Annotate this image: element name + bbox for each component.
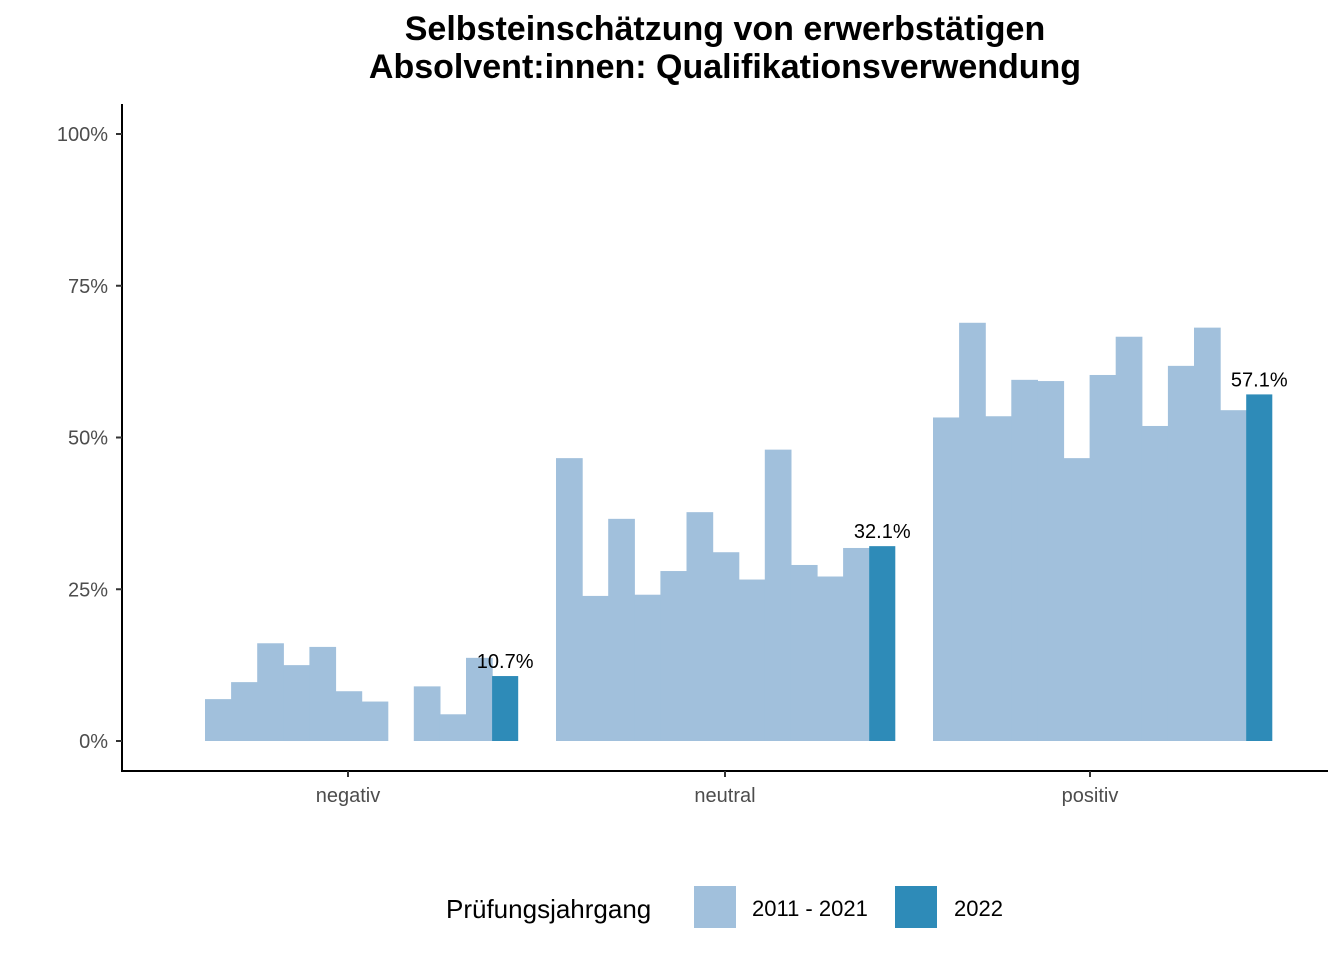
bar-negativ-2011-2021-2 — [231, 682, 258, 741]
bar-neutral-2011-2021-1 — [556, 458, 583, 741]
bar-positiv-2011-2021-10 — [1167, 365, 1195, 741]
bar-positiv-2011-2021-9 — [1141, 425, 1169, 741]
x-tick-label-positiv: positiv — [1062, 785, 1119, 807]
bar-neutral-2011-2021-11 — [817, 576, 844, 741]
bar-negativ-2022 — [492, 676, 519, 741]
y-tick-label-50: 50% — [68, 428, 108, 450]
bar-neutral-2011-2021-7 — [712, 552, 740, 741]
data-label-positiv-2022: 57.1% — [1231, 369, 1288, 391]
bar-positiv-2011-2021-6 — [1063, 458, 1091, 741]
bar-negativ-2011-2021-7 — [361, 701, 389, 741]
legend-label-2022: 2022 — [954, 896, 1003, 921]
bar-positiv-2011-2021-3 — [985, 416, 1012, 741]
bar-neutral-2011-2021-10 — [790, 564, 818, 741]
bar-positiv-2011-2021-7 — [1089, 374, 1117, 741]
bar-positiv-2011-2021-2 — [959, 322, 986, 741]
y-tick-label-0: 0% — [79, 731, 108, 753]
bar-negativ-2011-2021-1 — [205, 699, 232, 741]
bar-positiv-2011-2021-12 — [1220, 410, 1247, 741]
data-label-negativ-2022: 10.7% — [477, 651, 534, 673]
chart-plot: 10.7% 32.1% 57.1% 0% 25% 50% 75% 100% negativ neu… — [57, 104, 1328, 807]
chart-title: Selbsteinschätzung von erwerbstätigen Ab… — [122, 10, 1328, 86]
legend: Prüfungsjahrgang 2011 - 2021 2022 — [0, 886, 1344, 930]
chart-title-line-1: Selbsteinschätzung von erwerbstätigen — [404, 10, 1046, 48]
bar-neutral-2011-2021-4 — [634, 594, 661, 741]
bar-neutral-2011-2021-9 — [764, 449, 792, 741]
bar-positiv-2011-2021-5 — [1037, 381, 1065, 741]
x-tick-label-neutral: neutral — [694, 785, 755, 807]
bar-negativ-2011-2021-10 — [439, 714, 467, 741]
legend-title: Prüfungsjahrgang — [446, 894, 652, 924]
legend-key-2022 — [895, 886, 937, 928]
bar-neutral-2011-2021-5 — [660, 571, 688, 741]
bar-neutral-2011-2021-8 — [738, 579, 766, 741]
x-tick-label-negativ: negativ — [316, 785, 381, 807]
bar-negativ-2011-2021-3 — [257, 643, 284, 741]
legend-label-2011-2021: 2011 - 2021 — [752, 896, 868, 921]
bar-negativ-2011-2021-4 — [283, 665, 310, 742]
bar-positiv-2011-2021-4 — [1011, 379, 1038, 741]
bar-positiv-2011-2021-8 — [1115, 336, 1143, 741]
y-tick-label-100: 100% — [57, 124, 108, 146]
bar-neutral-2011-2021-12 — [843, 547, 870, 741]
bar-positiv-2011-2021-11 — [1194, 327, 1221, 741]
legend-key-2011-2021 — [694, 886, 736, 928]
bar-negativ-2011-2021-5 — [309, 646, 337, 741]
data-label-neutral-2022: 32.1% — [854, 521, 911, 543]
bar-neutral-2022 — [869, 546, 896, 741]
y-tick-label-25: 25% — [68, 579, 108, 601]
bar-neutral-2011-2021-6 — [686, 512, 714, 741]
bar-negativ-2011-2021-6 — [335, 691, 363, 741]
bar-positiv-2022 — [1246, 394, 1273, 741]
bar-positiv-2011-2021-1 — [933, 417, 960, 741]
bar-neutral-2011-2021-3 — [608, 518, 635, 741]
chart-title-line-2: Absolvent:innen: Qualifikationsverwendun… — [368, 48, 1082, 86]
bar-neutral-2011-2021-2 — [582, 595, 609, 741]
y-tick-label-75: 75% — [68, 276, 108, 298]
bar-negativ-2011-2021-9 — [413, 686, 441, 741]
bar-negativ-2011-2021-11 — [466, 657, 493, 741]
